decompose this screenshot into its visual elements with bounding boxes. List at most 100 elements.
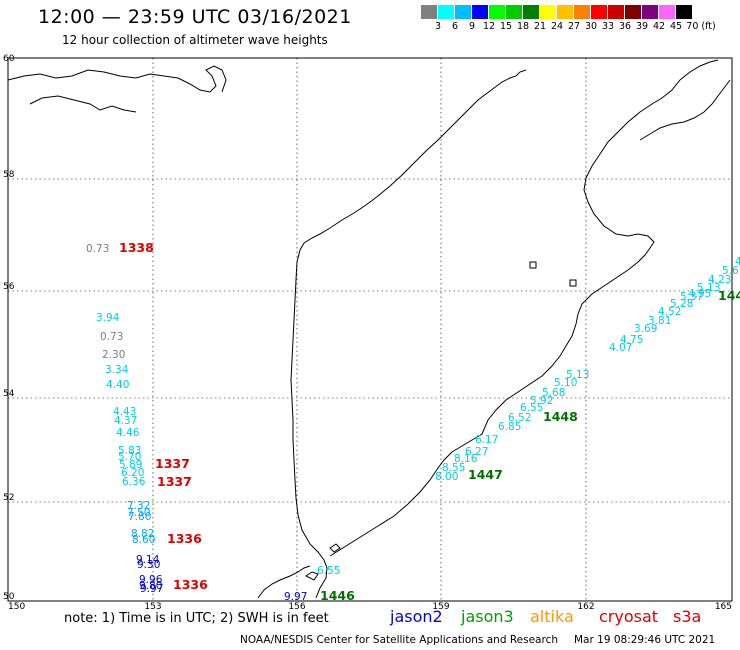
wave-reading: 5.28	[670, 298, 693, 310]
wave-reading: 6.52	[508, 412, 531, 424]
wave-reading: 4	[735, 256, 740, 268]
wave-reading: 8.60	[132, 534, 155, 546]
wave-reading: 1336	[167, 531, 202, 546]
wave-reading: 8.00	[435, 471, 458, 483]
wave-reading: 4.07	[609, 342, 632, 354]
scale-label: 39	[635, 21, 649, 32]
wave-reading: 9.96	[139, 574, 163, 586]
footer-note: note: 1) Time is in UTC; 2) SWH is in fe…	[64, 611, 329, 626]
lat-label: 56	[3, 282, 15, 292]
lon-label: 156	[288, 602, 305, 612]
scale-swatch	[455, 5, 472, 19]
lat-label: 58	[3, 170, 15, 180]
scale-swatch	[608, 5, 625, 19]
wave-reading: 0.73	[100, 331, 123, 343]
map-title: 12:00 — 23:59 UTC 03/16/2021	[38, 6, 352, 28]
scale-swatch	[676, 5, 693, 19]
wave-reading: 8.82	[131, 528, 154, 540]
kamchatka-east-coast	[329, 59, 719, 557]
wave-reading: 5.13	[566, 369, 589, 381]
scale-label: 18	[516, 21, 530, 32]
wave-reading: 7.80	[128, 511, 151, 523]
wave-reading: 1446	[320, 588, 355, 603]
wave-reading: 7.50	[127, 507, 150, 519]
scale-label: 6	[451, 21, 459, 32]
wave-height-readings: 0.73 1338 3.94 0.73 2.30 3.34 4.40 4.434.374.46…	[86, 240, 740, 603]
satellite-altika: altika	[530, 607, 574, 626]
wave-reading: 5.83	[118, 445, 141, 457]
wave-reading: 4.37	[114, 415, 137, 427]
graticule	[8, 58, 732, 601]
wave-reading: 1337	[155, 456, 190, 471]
wave-reading: 1336	[173, 577, 208, 592]
okhotsk-north-coast	[7, 65, 227, 93]
scale-label: 45	[669, 21, 683, 32]
scale-swatch	[438, 5, 455, 19]
scale-swatch	[557, 5, 574, 19]
wave-reading: 4.40	[106, 379, 129, 391]
longitude-labels: 150 153 156 159 162 165	[8, 602, 732, 612]
coastline	[7, 59, 731, 599]
scale-swatch	[574, 5, 591, 19]
scale-swatch	[421, 5, 438, 19]
wave-reading: 5.37	[680, 291, 703, 303]
latitude-labels: 60 58 56 54 52 50	[3, 54, 15, 602]
wave-reading: 5.10	[554, 377, 577, 389]
wave-reading: 4.43	[113, 406, 136, 418]
wave-reading: 6.85	[498, 421, 521, 433]
wave-reading: 4.75	[620, 334, 643, 346]
lat-label: 60	[3, 54, 15, 64]
footer-credit: NOAA/NESDIS Center for Satellite Applica…	[240, 634, 715, 646]
scale-label: 3	[434, 21, 442, 32]
wave-reading: 1447	[468, 467, 503, 482]
island-small-4	[569, 279, 577, 287]
scale-label: 21	[533, 21, 547, 32]
scale-label: 9	[468, 21, 476, 32]
wave-reading: 4.23	[708, 274, 731, 286]
credit-text: NOAA/NESDIS Center for Satellite Applica…	[240, 634, 558, 646]
wave-reading: 4.52	[658, 306, 681, 318]
scale-swatch	[642, 5, 659, 19]
island-small-3	[529, 261, 537, 269]
wave-reading: 9.14	[136, 554, 160, 566]
wave-reading: 8.55	[442, 462, 465, 474]
lat-label: 52	[3, 493, 14, 503]
wave-reading: 8.16	[454, 453, 478, 465]
wave-reading: 2.30	[102, 349, 125, 361]
wave-reading: 5.6	[722, 265, 739, 277]
wave-reading: 5.70	[118, 451, 141, 463]
scale-swatch	[506, 5, 523, 19]
scale-label: 36	[618, 21, 632, 32]
wave-reading: 9.97	[140, 583, 163, 595]
wave-reading: 7.32	[127, 500, 150, 512]
wave-reading: 5.89	[119, 459, 142, 471]
satellite-s3a: s3a	[673, 607, 702, 626]
scale-label: 12	[482, 21, 496, 32]
kuril-islands	[257, 565, 311, 599]
lon-label: 150	[8, 602, 25, 612]
koryak-coast	[639, 79, 731, 141]
wave-reading: 144	[718, 288, 740, 303]
scale-swatch	[591, 5, 608, 19]
wave-reading: 4.95	[688, 288, 711, 300]
satellite-jason3: jason3	[461, 607, 514, 626]
scale-label: 42	[652, 21, 666, 32]
wave-reading: 1448	[543, 409, 578, 424]
wave-reading: 0.73	[86, 243, 109, 255]
satellite-cryosat: cryosat	[599, 607, 659, 626]
wave-reading: 6.17	[475, 434, 498, 446]
lon-label: 162	[577, 602, 594, 612]
wave-reading: 1338	[119, 240, 154, 255]
color-scale-labels: 3 6 9 12 15 18 21 24 27 30 33 36 39 42 45 70 (ft)	[421, 21, 740, 33]
wave-reading: 6.36	[122, 476, 146, 488]
wave-reading: 6.20	[121, 467, 144, 479]
scale-label: 27	[567, 21, 581, 32]
wave-reading: 9.30	[137, 559, 160, 571]
wave-reading: 4.46	[116, 427, 140, 439]
wave-reading: 3.81	[648, 315, 671, 327]
wave-reading: 3.69	[634, 323, 657, 335]
scale-label: 33	[601, 21, 615, 32]
wave-reading: 5.92	[530, 395, 553, 407]
map-subtitle: 12 hour collection of altimeter wave hei…	[62, 33, 328, 47]
